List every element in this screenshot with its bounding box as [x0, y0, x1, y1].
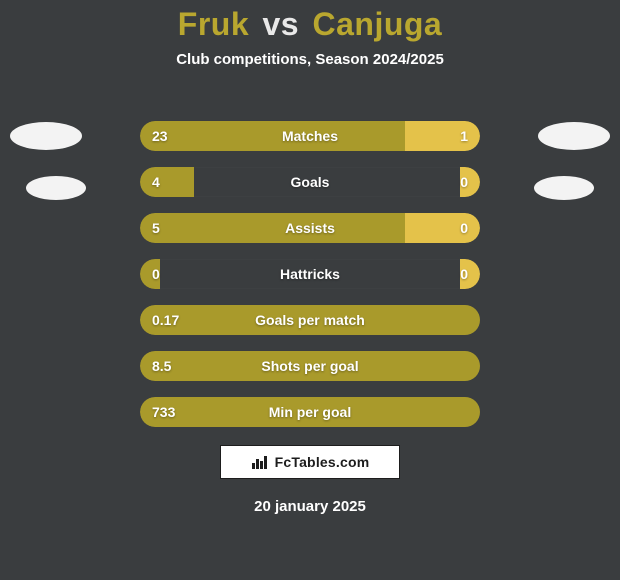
stat-row: 50Assists	[140, 213, 480, 243]
footer-date: 20 january 2025	[0, 498, 620, 515]
stat-row: 8.5Shots per goal	[140, 351, 480, 381]
stat-row: 231Matches	[140, 121, 480, 151]
branding-text: FcTables.com	[275, 454, 370, 470]
stat-label: Shots per goal	[140, 351, 480, 381]
stat-row: 733Min per goal	[140, 397, 480, 427]
stat-label: Goals	[140, 167, 480, 197]
branding-badge: FcTables.com	[220, 445, 400, 479]
stat-label: Goals per match	[140, 305, 480, 335]
stat-label: Min per goal	[140, 397, 480, 427]
stat-row: 0.17Goals per match	[140, 305, 480, 335]
subtitle: Club competitions, Season 2024/2025	[0, 51, 620, 68]
avatar-left-1	[26, 176, 86, 200]
page-title: Fruk vs Canjuga	[0, 6, 620, 43]
avatar-right-0	[538, 122, 610, 150]
comparison-card: Fruk vs Canjuga Club competitions, Seaso…	[0, 0, 620, 580]
stat-label: Hattricks	[140, 259, 480, 289]
title-player-left: Fruk	[178, 6, 249, 42]
stats-rows: 231Matches 40Goals 50Assists 00Hattricks 0.1…	[140, 121, 480, 443]
title-vs: vs	[263, 6, 300, 42]
stat-label: Assists	[140, 213, 480, 243]
stat-label: Matches	[140, 121, 480, 151]
title-player-right: Canjuga	[312, 6, 442, 42]
bars-icon	[251, 454, 269, 470]
stat-row: 40Goals	[140, 167, 480, 197]
avatar-right-1	[534, 176, 594, 200]
stat-row: 00Hattricks	[140, 259, 480, 289]
avatar-left-0	[10, 122, 82, 150]
